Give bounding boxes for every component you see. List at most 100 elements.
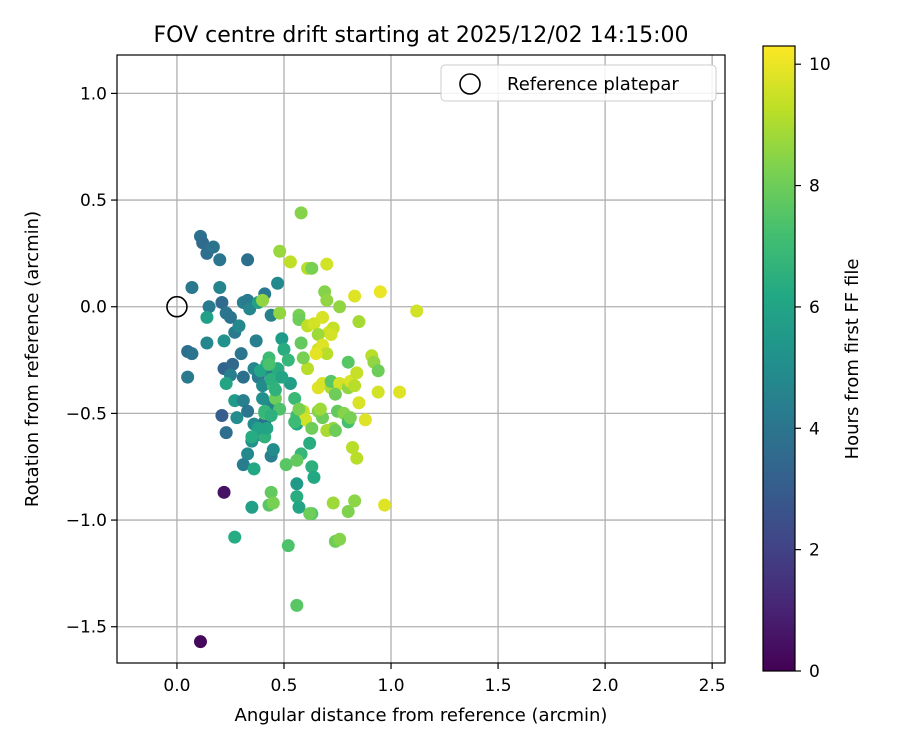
y-tick-label: −1.5	[66, 618, 107, 638]
x-tick-label: 2.0	[592, 676, 619, 696]
legend-box	[440, 64, 717, 102]
axes: 0.0 0.5 1.0 1.5 2.0 2.5 1.0 0.5 0.0 −0.5 −1.0 −1.5	[66, 54, 726, 696]
scatter-point	[309, 347, 323, 361]
scatter-point	[348, 289, 362, 303]
scatter-point	[283, 255, 297, 269]
scatter-point	[196, 236, 210, 250]
scatter-point	[241, 404, 255, 418]
scatter-point	[352, 396, 366, 410]
legend-label: Reference platepar	[507, 74, 679, 95]
scatter-point	[193, 635, 207, 649]
scatter-point	[273, 306, 287, 320]
scatter-point	[241, 447, 255, 461]
scatter-point	[320, 347, 334, 361]
colorbar-tick-label: 10	[809, 55, 831, 75]
x-tick-label: 0.5	[270, 676, 297, 696]
scatter-point	[268, 383, 282, 397]
x-tick-label: 1.5	[485, 676, 512, 696]
scatter-point	[328, 423, 342, 437]
scatter-point	[226, 357, 240, 371]
scatter-point	[343, 411, 357, 425]
scatter-point	[358, 413, 372, 427]
scatter-point	[348, 379, 362, 393]
scatter-point	[236, 370, 250, 384]
scatter-point	[292, 500, 306, 514]
colorbar-gradient	[763, 46, 795, 671]
x-tick-label: 1.0	[378, 676, 405, 696]
scatter-point	[326, 496, 340, 510]
y-tick-label: −1.0	[66, 511, 107, 531]
scatter-point	[333, 532, 347, 546]
scatter-point	[223, 310, 237, 324]
colorbar-frame	[762, 45, 796, 672]
scatter-point	[290, 453, 304, 467]
scatter-point	[266, 496, 280, 510]
scatter-point	[352, 315, 366, 329]
scatter-point	[213, 253, 227, 267]
chart-title: FOV centre drift starting at 2025/12/02 …	[154, 23, 689, 48]
scatter-point	[350, 451, 364, 465]
scatter-point	[200, 310, 214, 324]
scatter-point	[313, 402, 327, 416]
y-tick-label: 0.5	[80, 191, 107, 211]
scatter-point	[185, 347, 199, 361]
colorbar-ticks: 0 2 4 6 8 10	[795, 55, 831, 682]
scatter-point	[185, 281, 199, 295]
legend-reference-marker	[459, 73, 481, 95]
scatter-point	[371, 364, 385, 378]
scatter-point	[219, 377, 233, 391]
scatter-point	[217, 485, 231, 499]
scatter-point	[281, 353, 295, 367]
scatter-point	[262, 357, 276, 371]
scatter-point	[307, 470, 321, 484]
scatter-point	[320, 293, 334, 307]
scatter-point	[410, 304, 424, 318]
scatter-point	[241, 253, 255, 267]
scatter-point	[333, 300, 347, 314]
scatter-point	[230, 411, 244, 425]
scatter-point	[350, 366, 364, 380]
x-axis-label: Angular distance from reference (arcmin)	[235, 705, 608, 726]
colorbar-tick-label: 2	[809, 541, 820, 561]
scatter-point	[316, 310, 330, 324]
scatter-point	[290, 490, 304, 504]
scatter-point	[202, 300, 216, 314]
scatter-point	[348, 494, 362, 508]
scatter-point	[200, 336, 214, 350]
scatter-point	[273, 244, 287, 258]
scatter-point	[271, 276, 285, 290]
scatter-point	[328, 387, 342, 401]
scatter-point	[215, 409, 229, 423]
scatter-point	[305, 261, 319, 275]
y-tick-label: −0.5	[66, 404, 107, 424]
scatter-point	[341, 505, 355, 519]
scatter-point	[181, 370, 195, 384]
scatter-point	[245, 500, 259, 514]
x-tick-label: 2.5	[699, 676, 726, 696]
scatter-point	[324, 327, 338, 341]
scatter-point	[219, 426, 233, 440]
scatter-point	[264, 409, 278, 423]
x-tick-label: 0.0	[163, 676, 190, 696]
colorbar-tick-label: 8	[809, 177, 820, 197]
scatter-point	[341, 355, 355, 369]
scatter-point	[296, 351, 310, 365]
scatter-point	[277, 342, 291, 356]
scatter-point	[215, 295, 229, 309]
scatter-point	[213, 281, 227, 295]
y-tick-label: 1.0	[80, 84, 107, 104]
scatter-point	[249, 334, 263, 348]
data-points	[166, 206, 424, 649]
scatter-point	[256, 391, 270, 405]
colorbar-tick-label: 6	[809, 298, 820, 318]
scatter-point	[294, 206, 308, 220]
scatter-point	[378, 498, 392, 512]
plot-frame	[116, 54, 726, 664]
scatter-point	[281, 539, 295, 553]
colorbar-tick-label: 0	[809, 662, 820, 682]
scatter-point	[305, 460, 319, 474]
colorbar-label: Hours from first FF file	[842, 259, 863, 460]
scatter-point	[232, 319, 246, 333]
scatter-point	[256, 293, 270, 307]
